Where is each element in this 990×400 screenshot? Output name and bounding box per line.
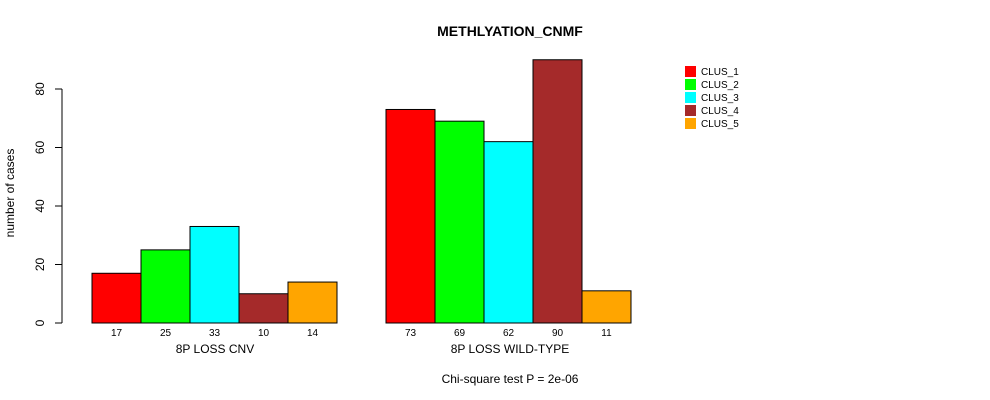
legend-swatch-2 [685,79,696,90]
y-axis-label: number of cases [3,149,17,238]
legend-swatch-1 [685,66,696,77]
legend-label-4: CLUS_4 [701,106,739,117]
y-tick-label-40: 40 [33,199,47,213]
count-labels-layer: 17 25 33 10 14 73 69 62 90 11 [111,328,612,339]
count-label-1-2: 62 [503,328,515,339]
legend-label-1: CLUS_1 [701,67,739,78]
legend-label-2: CLUS_2 [701,80,739,91]
y-tick-label-80: 80 [33,82,47,96]
bar-clus-3-group-1 [483,141,534,324]
count-label-0-0: 17 [111,328,123,339]
legend-swatch-5 [685,118,696,129]
legend-swatch-3 [685,92,696,103]
bar-clus-1-group-0 [91,272,142,324]
bar-clus-3-group-0 [189,225,240,324]
y-tick-label-0: 0 [33,319,47,326]
y-tick-label-20: 20 [33,258,47,272]
legend: CLUS_1 CLUS_2 CLUS_3 CLUS_4 CLUS_5 [685,66,739,130]
bar-clus-4-group-0 [238,293,289,324]
count-label-0-2: 33 [209,328,221,339]
count-label-1-3: 90 [552,328,564,339]
count-label-0-1: 25 [160,328,172,339]
bar-clus-2-group-0 [140,249,191,324]
count-label-1-4: 11 [601,328,612,339]
bar-clus-5-group-1 [581,290,632,324]
legend-swatch-4 [685,105,696,116]
chart-title: METHLYATION_CNMF [437,23,583,39]
count-label-1-1: 69 [454,328,466,339]
bar-clus-2-group-1 [434,120,485,324]
legend-label-3: CLUS_3 [701,93,739,104]
count-label-0-3: 10 [258,328,270,339]
group-label-1: 8P LOSS WILD-TYPE [451,342,569,356]
bars-layer [91,59,632,324]
count-label-0-4: 14 [307,328,319,339]
bar-clus-4-group-1 [532,59,583,324]
y-axis: 0 20 40 60 80 [33,82,63,326]
bar-clus-1-group-1 [385,108,436,324]
group-label-0: 8P LOSS CNV [176,342,254,356]
legend-label-5: CLUS_5 [701,119,739,130]
y-tick-label-60: 60 [33,141,47,155]
count-label-1-0: 73 [405,328,417,339]
chi-square-footnote: Chi-square test P = 2e-06 [442,372,579,386]
bar-clus-5-group-0 [287,281,338,324]
